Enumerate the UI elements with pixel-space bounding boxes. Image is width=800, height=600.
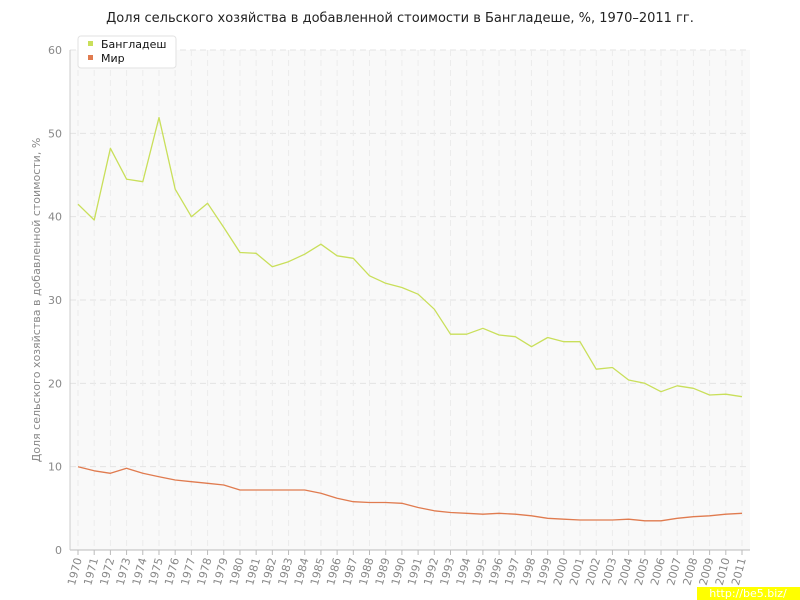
legend: Бангладеш Мир xyxy=(77,35,177,69)
y-tick-label: 10 xyxy=(48,461,62,474)
y-tick-label: 0 xyxy=(55,544,62,557)
series-line-world xyxy=(77,466,743,522)
y-axis-ticks: 0 10 20 30 40 50 60 xyxy=(48,44,62,557)
y-axis-label: Доля сельского хозяйства в добавленной с… xyxy=(30,138,43,463)
y-tick-label: 30 xyxy=(48,294,62,307)
y-tick-label: 60 xyxy=(48,44,62,57)
legend-label-world: Мир xyxy=(101,52,125,65)
y-tick-label: 20 xyxy=(48,377,62,390)
series-lines xyxy=(77,116,743,522)
watermark-background xyxy=(697,587,800,600)
legend-swatch-world xyxy=(88,55,93,60)
watermark-text: http://be5.biz/ xyxy=(709,587,787,600)
legend-label-bangladesh: Бангладеш xyxy=(101,38,166,51)
watermark: http://be5.biz/ xyxy=(697,587,800,600)
y-tick-label: 50 xyxy=(48,127,62,140)
chart-title: Доля сельского хозяйства в добавленной с… xyxy=(106,11,694,26)
legend-box xyxy=(77,35,177,69)
legend-swatch-bangladesh xyxy=(88,41,93,46)
series-line-bangladesh xyxy=(77,116,743,398)
gridlines xyxy=(70,49,750,550)
x-axis-ticks: 1970197119721973197419751976197719781979… xyxy=(65,550,749,587)
y-tick-label: 40 xyxy=(48,211,62,224)
